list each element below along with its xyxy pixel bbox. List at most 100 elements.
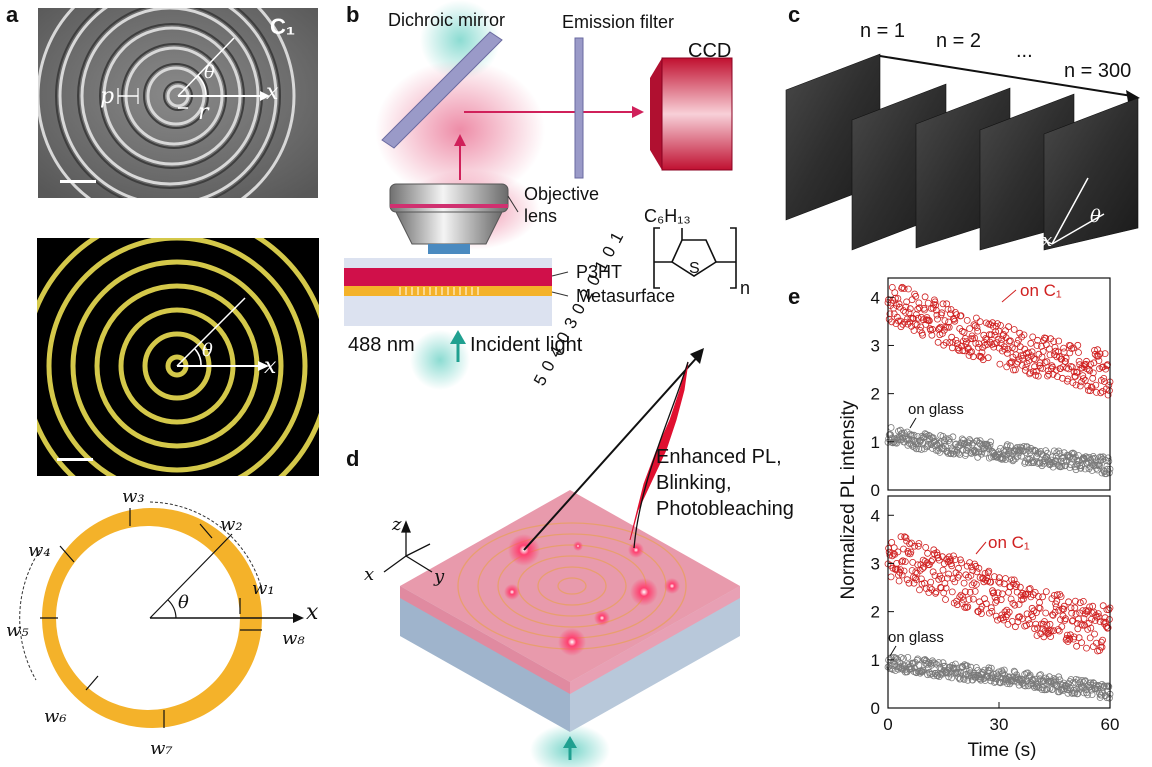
data-point	[887, 573, 895, 581]
data-point	[1045, 370, 1053, 378]
data-point	[934, 551, 941, 559]
data-point	[943, 300, 951, 308]
data-point	[1036, 604, 1044, 612]
data-point	[897, 323, 905, 331]
data-point	[1065, 598, 1073, 606]
data-point	[1104, 682, 1112, 690]
data-point	[1021, 345, 1029, 353]
data-point	[1055, 606, 1063, 614]
x-tick-label: 0	[883, 715, 892, 734]
data-point	[1058, 374, 1066, 382]
data-point	[1055, 337, 1063, 345]
data-point	[1016, 583, 1024, 591]
data-point	[1071, 453, 1079, 461]
data-point	[916, 586, 923, 594]
data-point	[1096, 350, 1104, 358]
data-point	[1027, 339, 1035, 347]
data-point	[1087, 360, 1095, 368]
data-point	[995, 578, 1003, 586]
data-point	[1074, 625, 1082, 633]
chart-ylabel: Normalized PL intensity	[838, 400, 859, 599]
data-point	[900, 429, 908, 437]
data-point	[1064, 638, 1072, 645]
data-point	[1063, 634, 1071, 642]
data-point	[949, 433, 957, 441]
data-point	[969, 595, 977, 603]
data-point	[898, 558, 905, 566]
data-point	[1104, 624, 1112, 632]
data-point	[925, 316, 933, 324]
data-point	[1094, 610, 1102, 618]
width-w8: w₈	[282, 628, 305, 649]
data-point	[966, 325, 974, 332]
data-point	[1100, 375, 1108, 382]
data-point	[888, 318, 896, 326]
glass-leader-bottom	[889, 645, 897, 657]
data-point	[906, 305, 914, 313]
label-top-c1: on C₁	[1020, 281, 1062, 300]
label-emission-filter: Emission filter	[562, 12, 675, 32]
y-tick-label: 0	[871, 481, 880, 500]
data-point	[1072, 381, 1080, 389]
data-point	[1024, 669, 1032, 677]
data-point	[910, 431, 918, 439]
sem-symbol-p: p	[100, 84, 115, 109]
data-point	[993, 596, 1001, 604]
label-enhanced-pl: Enhanced PL,	[656, 446, 782, 468]
data-point	[1036, 359, 1044, 367]
data-point	[981, 666, 988, 674]
data-point	[1105, 457, 1113, 465]
data-point	[1062, 681, 1069, 689]
data-point	[1047, 627, 1055, 635]
data-point	[975, 564, 983, 572]
data-point	[984, 341, 992, 348]
data-point	[973, 568, 981, 576]
data-point	[974, 666, 982, 674]
data-point	[998, 590, 1006, 598]
data-point	[1029, 333, 1037, 341]
data-point	[900, 661, 908, 669]
data-point	[902, 534, 910, 542]
data-point	[914, 542, 922, 550]
data-point	[1082, 360, 1090, 368]
data-point	[1028, 677, 1036, 684]
data-point	[1026, 369, 1034, 376]
data-point	[1053, 591, 1061, 599]
data-point	[1099, 636, 1107, 644]
data-point	[1017, 592, 1025, 599]
data-point	[1046, 620, 1054, 628]
data-point	[994, 335, 1002, 343]
data-point	[926, 317, 933, 325]
data-point	[899, 320, 907, 328]
data-point	[922, 543, 930, 551]
data-point	[1024, 459, 1032, 467]
data-point	[1073, 369, 1081, 376]
data-point	[1102, 365, 1110, 373]
glass-leader-top	[909, 417, 917, 429]
data-point	[1100, 682, 1108, 690]
data-point	[978, 349, 986, 356]
data-point	[948, 588, 956, 596]
data-point	[901, 558, 909, 566]
data-point	[997, 322, 1004, 329]
data-point	[994, 589, 1002, 597]
label-dots: ...	[1016, 40, 1033, 62]
width-w7: w₇	[150, 738, 173, 759]
data-point	[1064, 375, 1072, 383]
width-w3: w₃	[122, 486, 145, 507]
data-point	[1079, 597, 1087, 605]
data-point	[952, 660, 959, 668]
data-point	[1091, 347, 1098, 354]
data-point	[1039, 348, 1047, 355]
data-point	[1002, 575, 1009, 582]
data-point	[1084, 625, 1092, 633]
data-point	[1035, 604, 1043, 612]
plot-frame	[887, 277, 1111, 491]
data-point	[942, 596, 949, 603]
data-point	[892, 294, 899, 302]
data-point	[934, 338, 942, 346]
data-point	[915, 299, 923, 307]
data-point	[908, 567, 916, 574]
data-point	[964, 603, 972, 611]
data-point	[981, 449, 989, 457]
